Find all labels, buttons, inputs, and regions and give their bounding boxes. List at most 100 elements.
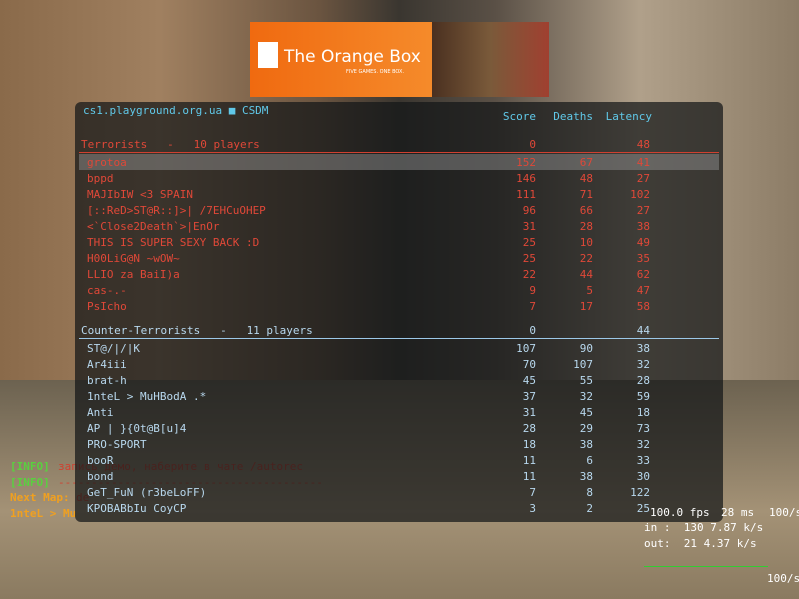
box-icon xyxy=(258,42,278,68)
player-name: PsIcho xyxy=(87,300,127,313)
player-stat: 38 xyxy=(636,220,650,233)
player-stat: 28 xyxy=(636,374,650,387)
player-stat: 73 xyxy=(636,422,650,435)
player-name: PRO-SPORT xyxy=(87,438,147,451)
player-stat: 28 xyxy=(579,220,593,233)
player-stat: 8 xyxy=(586,486,593,499)
team-divider xyxy=(79,338,719,339)
player-stat: 62 xyxy=(636,268,650,281)
chat-prefix: [INFO] xyxy=(10,460,50,473)
player-stat: 152 xyxy=(516,156,536,169)
net-out: out: 21 4.37 k/s xyxy=(644,537,757,550)
player-name: cas-.- xyxy=(87,284,127,297)
player-name: GeT_FuN (r3beLoFF) xyxy=(87,486,207,499)
player-name: grotoa xyxy=(87,156,127,169)
player-stat: 49 xyxy=(636,236,650,249)
net-in: in : 130 7.87 k/s xyxy=(644,521,764,534)
server-name: cs1.playground.org.ua ■ CSDM xyxy=(83,104,269,117)
scoreboard: cs1.playground.org.ua ■ CSDM Score Deaths L… xyxy=(75,102,723,522)
player-stat: 32 xyxy=(636,358,650,371)
player-stat: 22 xyxy=(579,252,593,265)
rate2: 100/s xyxy=(767,572,799,585)
player-stat: 37 xyxy=(522,390,536,403)
column-header: Latency xyxy=(605,110,652,123)
player-stat: 48 xyxy=(579,172,593,185)
player-stat: 9 xyxy=(529,284,536,297)
player-stat: 6 xyxy=(586,454,593,467)
player-stat: 70 xyxy=(522,358,536,371)
player-stat: 31 xyxy=(522,220,536,233)
player-stat: 3 xyxy=(529,502,536,515)
player-stat: 41 xyxy=(636,156,650,169)
ping: 28 ms xyxy=(721,506,755,519)
banner-tagline: FIVE GAMES. ONE BOX. xyxy=(346,69,405,75)
player-stat: 47 xyxy=(636,284,650,297)
team-name: Terrorists - 10 players xyxy=(81,138,260,151)
team-name: Counter-Terrorists - 11 players xyxy=(81,324,313,337)
team-divider xyxy=(79,152,719,153)
player-stat: 107 xyxy=(573,358,593,371)
player-name: H00LiG@N ~wOW~ xyxy=(87,252,180,265)
team-latency: 48 xyxy=(636,138,650,151)
player-stat: 29 xyxy=(579,422,593,435)
player-stat: 59 xyxy=(636,390,650,403)
player-stat: 38 xyxy=(579,438,593,451)
player-name: AP | }{0t@B[u]4 xyxy=(87,422,187,435)
player-stat: 7 xyxy=(529,486,536,499)
player-stat: 146 xyxy=(516,172,536,185)
player-stat: 66 xyxy=(579,204,593,217)
chat-prefix: Next Map: xyxy=(10,491,70,504)
player-stat: 25 xyxy=(522,252,536,265)
column-header: Deaths xyxy=(553,110,593,123)
player-stat: 27 xyxy=(636,204,650,217)
player-stat: 90 xyxy=(579,342,593,355)
player-stat: 18 xyxy=(636,406,650,419)
player-name: brat-h xyxy=(87,374,127,387)
player-stat: 111 xyxy=(516,188,536,201)
rate: 100/s xyxy=(769,506,799,519)
player-stat: 25 xyxy=(636,502,650,515)
player-name: THIS IS SUPER SEXY BACK :D xyxy=(87,236,260,249)
player-name: [::ReD>ST@R::]>| /7EHCuOHEP xyxy=(87,204,266,217)
banner: The Orange Box FIVE GAMES. ONE BOX. xyxy=(250,22,549,97)
player-stat: 28 xyxy=(522,422,536,435)
player-stat: 96 xyxy=(522,204,536,217)
player-stat: 11 xyxy=(522,454,536,467)
player-stat: 58 xyxy=(636,300,650,313)
net-graph-line xyxy=(644,566,768,567)
player-stat: 2 xyxy=(586,502,593,515)
player-stat: 10 xyxy=(579,236,593,249)
banner-art xyxy=(432,22,549,97)
player-stat: 38 xyxy=(636,342,650,355)
player-stat: 30 xyxy=(636,470,650,483)
player-name: MAJIbIW <3 SPAIN xyxy=(87,188,193,201)
player-name: booR xyxy=(87,454,114,467)
player-stat: 44 xyxy=(579,268,593,281)
player-stat: 27 xyxy=(636,172,650,185)
player-stat: 11 xyxy=(522,470,536,483)
player-name: KPOBABbIu CoyCP xyxy=(87,502,187,515)
player-stat: 32 xyxy=(636,438,650,451)
player-stat: 33 xyxy=(636,454,650,467)
column-header: Score xyxy=(502,110,536,123)
player-name: ST@/|/|K xyxy=(87,342,140,355)
team-latency: 44 xyxy=(636,324,650,337)
player-stat: 122 xyxy=(630,486,650,499)
player-stat: 38 xyxy=(579,470,593,483)
player-stat: 67 xyxy=(579,156,593,169)
chat-prefix: 1nteL > Mu xyxy=(10,506,77,520)
player-stat: 102 xyxy=(630,188,650,201)
player-stat: 25 xyxy=(522,236,536,249)
player-stat: 107 xyxy=(516,342,536,355)
player-stat: 71 xyxy=(579,188,593,201)
player-name: bond xyxy=(87,470,114,483)
chat-prefix: [INFO] xyxy=(10,475,50,489)
player-name: Anti xyxy=(87,406,114,419)
player-name: bppd xyxy=(87,172,114,185)
player-stat: 18 xyxy=(522,438,536,451)
player-name: Ar4iii xyxy=(87,358,127,371)
player-stat: 55 xyxy=(579,374,593,387)
player-stat: 17 xyxy=(579,300,593,313)
row-highlight xyxy=(79,154,719,170)
